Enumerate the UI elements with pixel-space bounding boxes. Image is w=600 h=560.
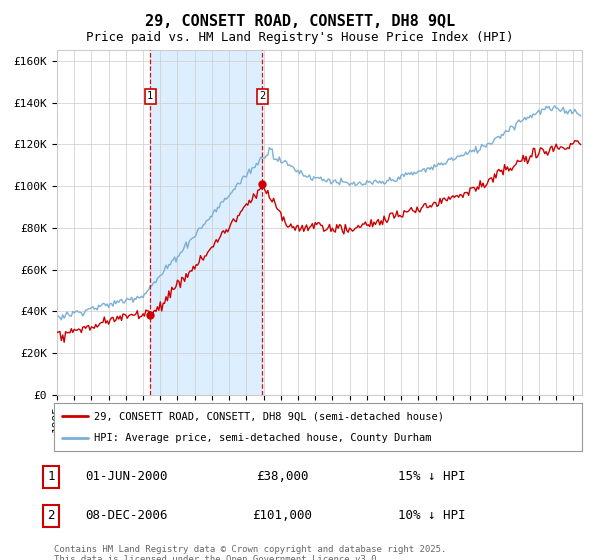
Text: 15% ↓ HPI: 15% ↓ HPI — [398, 470, 466, 483]
Text: 29, CONSETT ROAD, CONSETT, DH8 9QL: 29, CONSETT ROAD, CONSETT, DH8 9QL — [145, 14, 455, 29]
Text: Contains HM Land Registry data © Crown copyright and database right 2025.
This d: Contains HM Land Registry data © Crown c… — [54, 545, 446, 560]
Text: 08-DEC-2006: 08-DEC-2006 — [85, 509, 167, 522]
Text: 1: 1 — [47, 470, 55, 483]
Text: 10% ↓ HPI: 10% ↓ HPI — [398, 509, 466, 522]
Text: £101,000: £101,000 — [252, 509, 312, 522]
Text: 1: 1 — [147, 91, 154, 101]
Text: 2: 2 — [47, 509, 55, 522]
Text: £38,000: £38,000 — [256, 470, 308, 483]
Bar — [150, 50, 262, 395]
Text: HPI: Average price, semi-detached house, County Durham: HPI: Average price, semi-detached house,… — [94, 433, 431, 443]
Text: 2: 2 — [259, 91, 265, 101]
Text: Price paid vs. HM Land Registry's House Price Index (HPI): Price paid vs. HM Land Registry's House … — [86, 31, 514, 44]
Text: 01-JUN-2000: 01-JUN-2000 — [85, 470, 167, 483]
Text: 29, CONSETT ROAD, CONSETT, DH8 9QL (semi-detached house): 29, CONSETT ROAD, CONSETT, DH8 9QL (semi… — [94, 411, 443, 421]
